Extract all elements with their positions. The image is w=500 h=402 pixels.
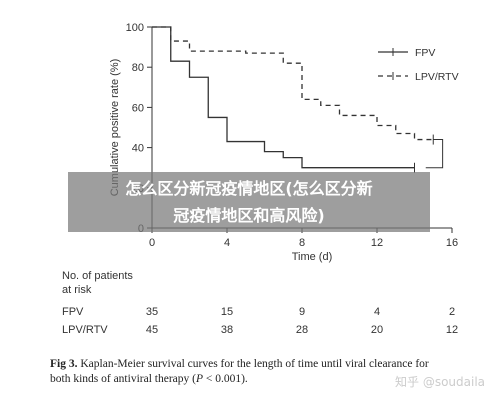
y-axis-label: Cumulative positive rate (%) [109,59,121,197]
overlay-title-banner: 怎么区分新冠疫情地区(怎么区分新 冠疫情地区和高风险) [68,172,430,232]
risk-cell: 2 [448,306,456,318]
chart-legend: FPV LPV/RTV [378,47,459,83]
y-tick-label: 80 [132,62,144,74]
y-tick-label: 40 [132,143,144,155]
series-lpv-rtv-line [152,26,434,141]
risk-cell: 28 [295,324,309,336]
risk-cell: 9 [298,306,306,318]
overlay-title-line2: 冠疫情地区和高风险) [173,206,325,225]
risk-row-label-fpv: FPV [62,306,84,318]
caption-line2-end: < 0.001). [202,373,248,385]
x-tick-label: 12 [371,237,383,249]
y-tick-label: 100 [126,22,144,34]
risk-cell: 12 [445,324,459,336]
risk-cell: 38 [220,324,234,336]
legend-label: LPV/RTV [415,71,459,83]
risk-table-title-1: No. of patients [62,270,133,282]
caption-bold: Fig 3. [50,358,78,370]
overlay-title-line1: 怎么区分新冠疫情地区(怎么区分新 [125,179,373,198]
significance-bracket [425,139,444,169]
x-tick-label: 16 [446,237,458,249]
risk-table-title-2: at risk [62,284,92,296]
watermark: 知乎 @soudaila [395,375,486,389]
x-tick-label: 0 [149,237,155,249]
caption-p: P [195,373,203,385]
risk-cell: 45 [145,324,159,336]
risk-cell: 35 [145,306,159,318]
caption-line2: both kinds of antiviral therapy ( [50,373,196,385]
risk-row-label-lpv: LPV/RTV [62,324,108,336]
x-axis-label: Time (d) [292,251,333,263]
x-tick-label: 8 [299,237,305,249]
legend-label: FPV [415,47,435,59]
x-tick-label: 4 [224,237,230,249]
risk-cell: 20 [370,324,384,336]
risk-cell: 4 [373,306,381,318]
figure-caption: Fig 3. Kaplan-Meier survival curves for … [50,357,490,387]
series-fpv-line [152,26,415,169]
risk-cell: 15 [220,306,234,318]
chart-curves [152,26,444,173]
caption-line1: Kaplan-Meier survival curves for the len… [77,358,429,370]
y-tick-label: 60 [132,102,144,114]
